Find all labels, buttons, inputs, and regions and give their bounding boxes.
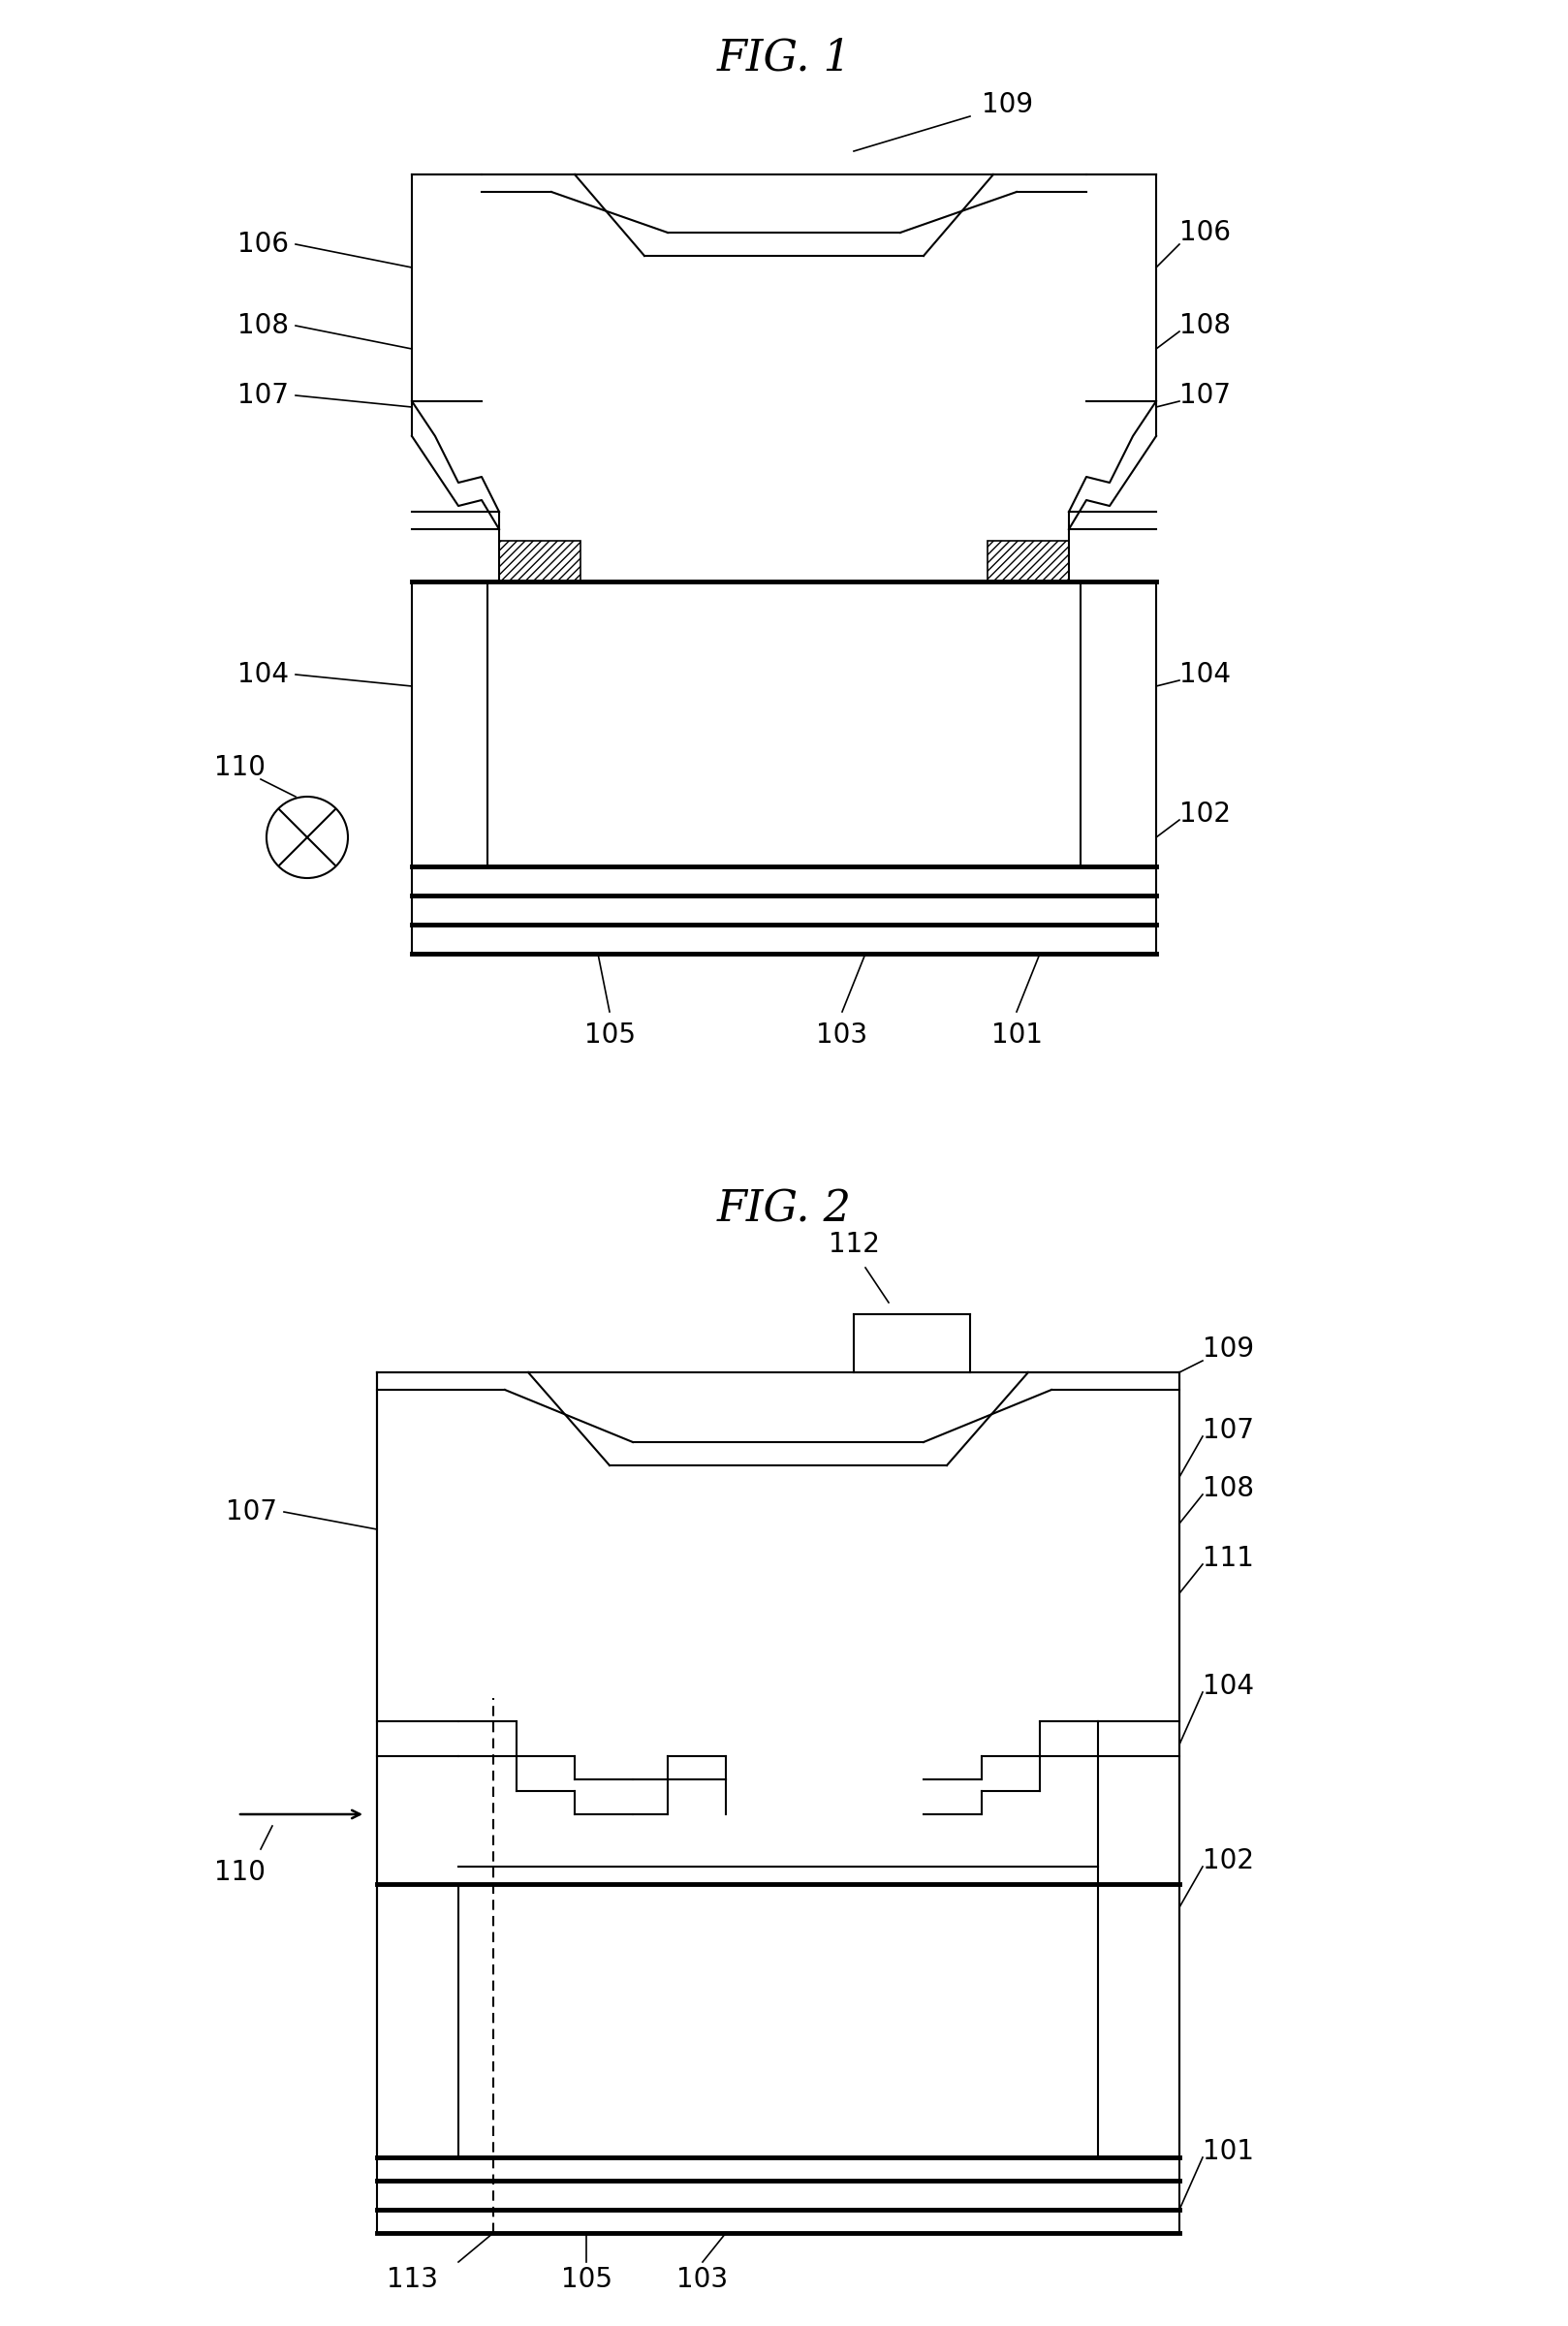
- Text: 101: 101: [991, 1021, 1043, 1049]
- Text: 109: 109: [982, 91, 1033, 119]
- Text: 103: 103: [817, 1021, 867, 1049]
- Text: 107: 107: [237, 381, 289, 409]
- Text: 102: 102: [1179, 800, 1231, 828]
- Bar: [988, 540, 1069, 582]
- Text: 107: 107: [1203, 1417, 1254, 1444]
- Bar: [499, 540, 580, 582]
- Text: 104: 104: [237, 661, 289, 688]
- Text: 109: 109: [1203, 1335, 1254, 1363]
- Text: 108: 108: [1203, 1475, 1254, 1503]
- Text: 104: 104: [1203, 1672, 1254, 1700]
- Text: 110: 110: [215, 1858, 265, 1886]
- Text: 106: 106: [1179, 219, 1231, 247]
- Text: FIG. 2: FIG. 2: [717, 1189, 851, 1230]
- Text: 105: 105: [561, 2266, 612, 2293]
- Text: 113: 113: [386, 2266, 437, 2293]
- Text: 112: 112: [828, 1230, 880, 1258]
- Text: FIG. 1: FIG. 1: [717, 37, 851, 79]
- Text: 108: 108: [237, 312, 289, 340]
- Text: 103: 103: [677, 2266, 729, 2293]
- Text: 110: 110: [215, 754, 265, 782]
- Text: 108: 108: [1179, 312, 1231, 340]
- Text: 106: 106: [237, 230, 289, 258]
- Text: 102: 102: [1203, 1847, 1254, 1875]
- Text: 107: 107: [226, 1498, 278, 1526]
- Text: 101: 101: [1203, 2138, 1254, 2166]
- Text: 111: 111: [1203, 1544, 1254, 1572]
- Text: 107: 107: [1179, 381, 1231, 409]
- Text: 104: 104: [1179, 661, 1231, 688]
- Text: 105: 105: [583, 1021, 635, 1049]
